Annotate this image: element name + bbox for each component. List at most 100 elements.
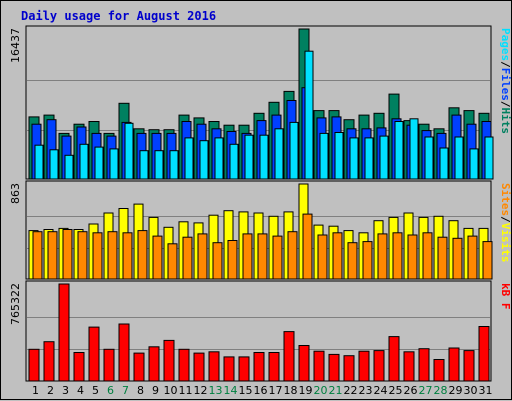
- bar-sites-day-15: [242, 233, 253, 280]
- bar-sites-day-7: [122, 232, 133, 280]
- bar-pages-day-30: [469, 148, 479, 180]
- bar-sites-day-26: [407, 234, 418, 280]
- bar-kb-f-day-30: [463, 350, 475, 382]
- bar-pages-day-6: [109, 148, 119, 180]
- bar-kb-f-day-8: [133, 352, 145, 382]
- bar-pages-day-12: [199, 140, 209, 180]
- bar-sites-day-31: [482, 241, 493, 280]
- legend-entry: /: [499, 61, 512, 68]
- bar-kb-f-day-16: [253, 352, 265, 382]
- panel-legend: Pages/Files/Hits: [499, 28, 512, 134]
- panel-ymax-label: 863: [9, 183, 22, 204]
- bar-sites-day-29: [452, 237, 463, 280]
- bar-sites-day-28: [437, 236, 448, 280]
- bar-kb-f-day-9: [148, 346, 160, 382]
- x-label-day-15: 15: [239, 384, 253, 397]
- bar-sites-day-17: [272, 235, 283, 280]
- x-label-day-26: 26: [404, 384, 418, 397]
- panel-legend: kB F: [499, 283, 512, 310]
- bar-pages-day-3: [64, 154, 74, 180]
- bar-kb-f-day-19: [298, 345, 310, 382]
- x-label-day-7: 7: [122, 384, 129, 397]
- x-label-day-3: 3: [62, 384, 69, 397]
- bar-sites-day-22: [347, 242, 358, 280]
- bar-kb-f-day-20: [313, 350, 325, 382]
- bar-kb-f-day-4: [73, 352, 85, 382]
- bar-sites-day-6: [107, 231, 118, 280]
- bar-kb-f-day-12: [193, 352, 205, 382]
- bar-pages-day-8: [139, 150, 149, 180]
- bar-pages-day-17: [274, 128, 284, 180]
- bar-kb-f-day-23: [358, 350, 370, 382]
- bar-sites-day-25: [392, 232, 403, 280]
- bar-kb-f-day-17: [268, 352, 280, 382]
- bar-pages-day-22: [349, 137, 359, 180]
- bar-sites-day-23: [362, 241, 373, 280]
- legend-entry: /: [499, 216, 512, 223]
- x-label-day-27: 27: [419, 384, 433, 397]
- bar-pages-day-11: [184, 137, 194, 180]
- panel-legend: Sites/Visits: [499, 183, 512, 263]
- bar-sites-day-10: [167, 243, 178, 280]
- bar-kb-f-day-11: [178, 348, 190, 382]
- x-label-day-18: 18: [284, 384, 298, 397]
- bar-pages-day-7: [124, 122, 134, 180]
- bar-kb-f-day-14: [223, 356, 235, 382]
- bar-kb-f-day-3: [58, 283, 70, 382]
- bar-pages-day-2: [49, 149, 59, 180]
- bar-pages-day-4: [79, 143, 89, 180]
- x-label-day-4: 4: [77, 384, 84, 397]
- bar-kb-f-day-28: [433, 359, 445, 382]
- bar-kb-f-day-1: [28, 348, 40, 382]
- panel-ymax-label: 16437: [9, 28, 22, 63]
- x-label-day-21: 21: [329, 384, 343, 397]
- bar-kb-f-day-15: [238, 356, 250, 382]
- x-label-day-30: 30: [464, 384, 478, 397]
- x-label-day-2: 2: [47, 384, 54, 397]
- x-label-day-28: 28: [434, 384, 448, 397]
- bar-sites-day-1: [32, 231, 43, 280]
- x-label-day-11: 11: [179, 384, 193, 397]
- legend-entry: Sites: [499, 183, 512, 216]
- x-label-day-23: 23: [359, 384, 373, 397]
- x-label-day-12: 12: [194, 384, 208, 397]
- bar-sites-day-24: [377, 233, 388, 280]
- bar-kb-f-day-22: [343, 355, 355, 382]
- bar-sites-day-19: [302, 213, 313, 280]
- bar-sites-day-18: [287, 231, 298, 280]
- x-label-day-19: 19: [299, 384, 313, 397]
- bar-sites-day-12: [197, 233, 208, 280]
- bar-kb-f-day-26: [403, 351, 415, 382]
- bar-kb-f-day-2: [43, 341, 55, 382]
- bar-pages-day-5: [94, 146, 104, 180]
- bar-pages-day-31: [484, 136, 494, 180]
- bar-pages-day-13: [214, 137, 224, 180]
- bar-kb-f-day-6: [103, 348, 115, 382]
- panel-bottom: 765322 kB F: [9, 280, 512, 382]
- x-label-day-31: 31: [479, 384, 493, 397]
- x-label-day-13: 13: [209, 384, 223, 397]
- legend-entry: kB F: [499, 283, 512, 310]
- bar-kb-f-day-31: [478, 326, 490, 382]
- x-label-day-5: 5: [92, 384, 99, 397]
- bar-kb-f-day-25: [388, 336, 400, 382]
- x-label-day-29: 29: [449, 384, 463, 397]
- legend-entry: Files: [499, 68, 512, 101]
- bar-sites-day-20: [317, 234, 328, 280]
- bar-pages-day-27: [424, 136, 434, 180]
- legend-entry: Hits: [499, 108, 512, 135]
- bar-kb-f-day-7: [118, 323, 130, 382]
- bar-sites-day-8: [137, 230, 148, 280]
- bar-sites-day-21: [332, 232, 343, 280]
- bar-pages-day-26: [409, 118, 419, 180]
- x-label-day-1: 1: [32, 384, 39, 397]
- bar-sites-day-9: [152, 235, 163, 280]
- bar-kb-f-day-18: [283, 331, 295, 382]
- x-label-day-14: 14: [224, 384, 238, 397]
- x-label-day-8: 8: [137, 384, 144, 397]
- bar-pages-day-18: [289, 121, 299, 180]
- bar-kb-f-day-21: [328, 353, 340, 382]
- bar-pages-day-15: [244, 134, 254, 180]
